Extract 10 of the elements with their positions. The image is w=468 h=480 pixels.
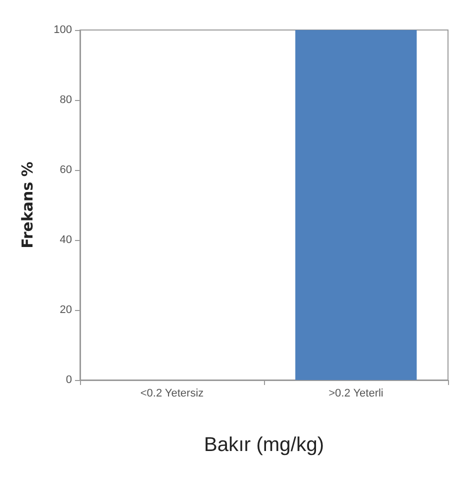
x-tick-label: >0.2 Yeterli bbox=[328, 388, 384, 400]
y-tick-label: 0 bbox=[66, 374, 72, 386]
y-axis-title: Frekans % bbox=[18, 162, 36, 248]
y-tick-label: 40 bbox=[60, 234, 72, 246]
y-tick-label: 80 bbox=[60, 94, 72, 106]
x-axis-title: Bakır (mg/kg) bbox=[204, 434, 324, 456]
y-tick-label: 60 bbox=[60, 164, 72, 176]
y-tick-label: 100 bbox=[54, 24, 72, 36]
y-tick-label: 20 bbox=[60, 304, 72, 316]
x-tick-label: <0.2 Yetersiz bbox=[140, 388, 204, 400]
